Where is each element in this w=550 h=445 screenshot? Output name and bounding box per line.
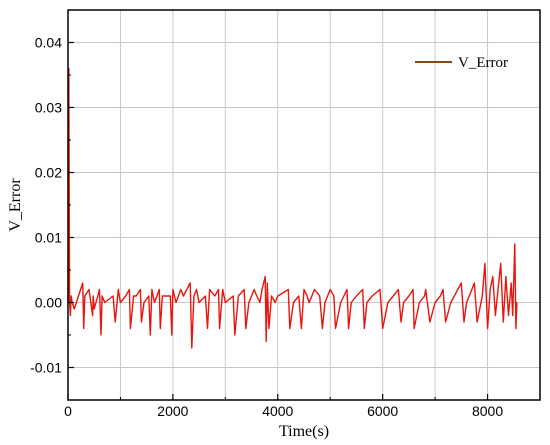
x-tick-label: 8000 <box>472 403 503 419</box>
x-tick-label: 4000 <box>262 403 293 419</box>
y-tick-label: -0.01 <box>30 360 62 376</box>
y-axis-title: V_Error <box>7 178 24 232</box>
y-tick-label: 0.04 <box>35 35 62 51</box>
data-series <box>67 67 518 349</box>
axis-ticks: 0 2000 4000 6000 8000 -0.01 0.00 0.01 0.02 0.03 0.… <box>30 35 503 420</box>
x-tick-label: 2000 <box>157 403 188 419</box>
y-tick-label: 0.02 <box>35 165 62 181</box>
legend: V_Error <box>415 55 508 71</box>
grid-lines <box>68 10 540 400</box>
legend-label: V_Error <box>458 55 508 71</box>
v-error-line <box>67 67 518 349</box>
x-axis-title: Time(s) <box>279 423 329 440</box>
y-tick-label: 0.01 <box>35 230 62 246</box>
y-tick-label: 0.03 <box>35 100 62 116</box>
y-tick-label: 0.00 <box>35 295 62 311</box>
x-tick-label: 0 <box>64 403 72 419</box>
x-tick-label: 6000 <box>367 403 398 419</box>
